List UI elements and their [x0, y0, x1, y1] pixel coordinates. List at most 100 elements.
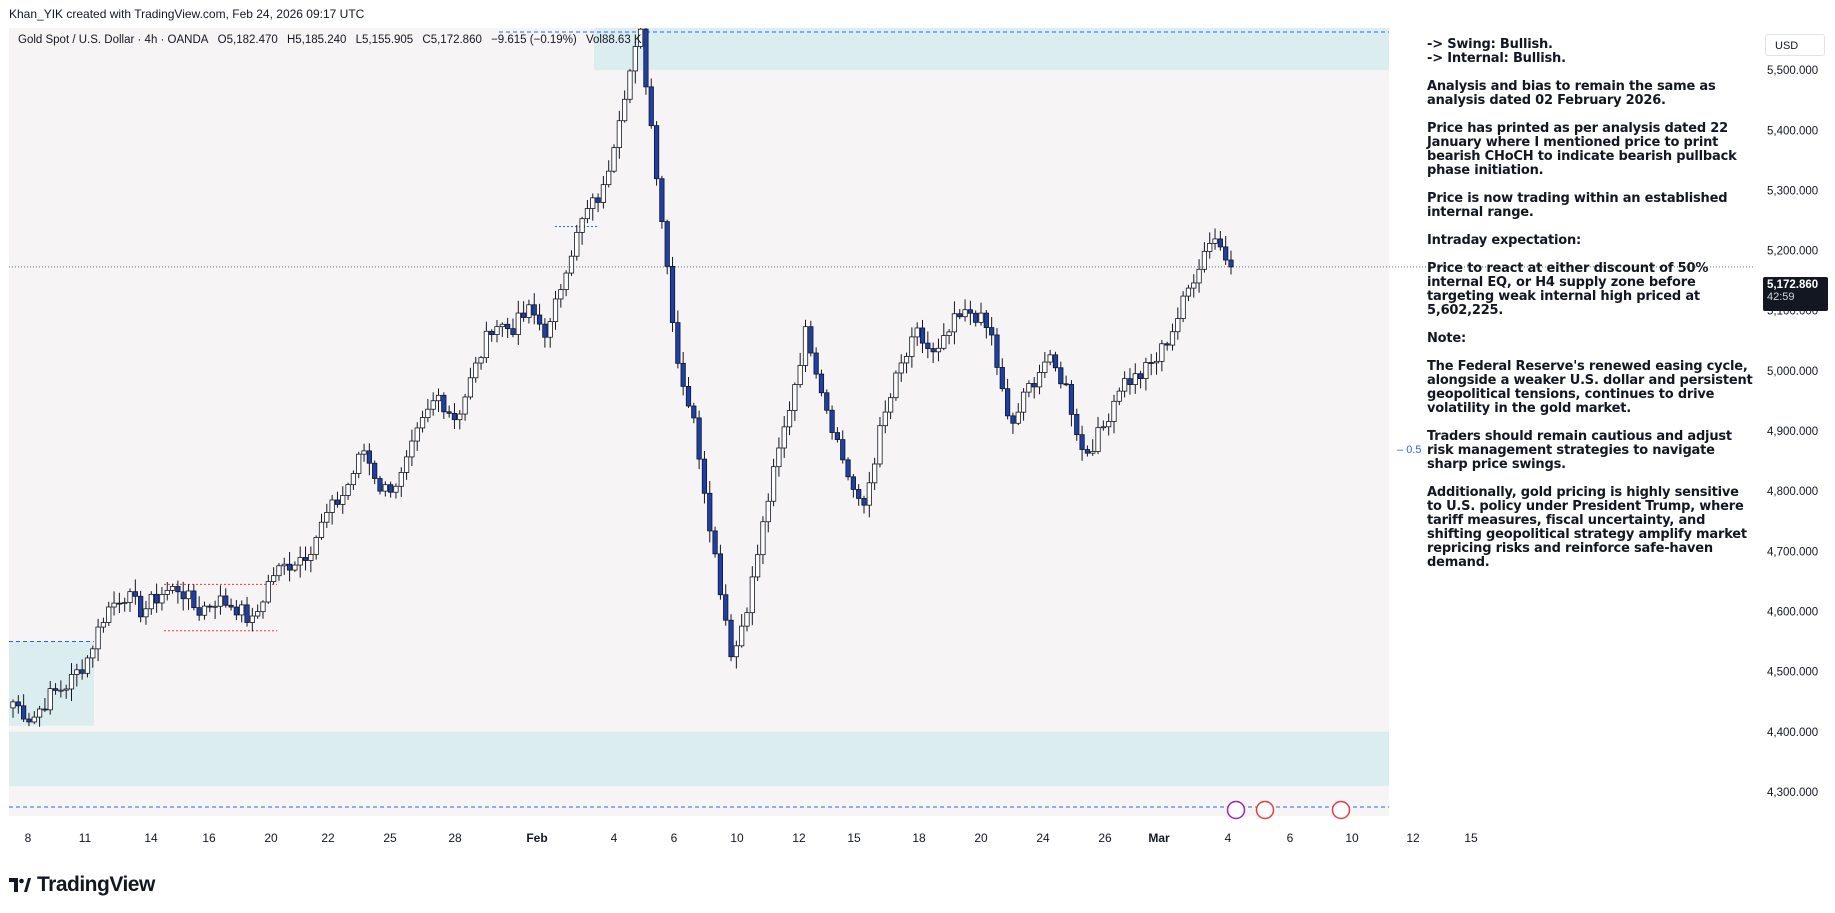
candle-body: [302, 557, 309, 561]
candle-body: [760, 521, 766, 556]
candle-body: [419, 417, 426, 429]
candle-body: [547, 321, 553, 338]
candle-body: [1122, 378, 1128, 392]
legend-open: O5,182.470: [217, 34, 278, 46]
x-tick-label: 26: [1098, 831, 1112, 845]
candle-body: [872, 463, 878, 484]
analysis-paragraph: Note:: [1427, 331, 1467, 346]
x-tick-label: 24: [1036, 831, 1050, 845]
footer-brand[interactable]: TradingView: [9, 873, 155, 897]
candle-body: [196, 607, 202, 616]
analysis-paragraph: Analysis and bias to remain the same as …: [1427, 79, 1716, 108]
candle-body: [574, 231, 580, 257]
legend-change: −9.615 (−0.19%): [491, 34, 577, 46]
x-tick-label: 6: [1287, 831, 1294, 845]
candle-body: [579, 218, 585, 233]
y-tick-label: 4,500.000: [1767, 667, 1818, 679]
supply-zone: [594, 28, 1389, 71]
analysis-paragraph: Price has printed as per analysis dated …: [1427, 121, 1737, 178]
candle-body: [1132, 373, 1138, 385]
candle-body: [1100, 426, 1106, 429]
candle-body: [1196, 268, 1202, 284]
candle-body: [1068, 384, 1075, 415]
economic-event-icon[interactable]: [1255, 800, 1275, 820]
candle-body: [414, 427, 420, 442]
candle-body: [409, 440, 415, 458]
candle-body: [989, 327, 995, 336]
candle-body: [887, 397, 894, 413]
economic-event-icon[interactable]: [1331, 800, 1351, 820]
candle-body: [10, 701, 16, 709]
candle-body: [483, 330, 489, 359]
candle-body: [967, 309, 973, 314]
legend-symbol[interactable]: Gold Spot / U.S. Dollar · 4h · OANDA: [18, 34, 209, 46]
candle-body: [1090, 451, 1096, 454]
candle-body: [281, 563, 287, 567]
candle-body: [228, 604, 234, 608]
candle-body: [58, 689, 64, 692]
candle-body: [531, 304, 537, 316]
candle-body: [382, 484, 388, 492]
analysis-paragraph: Additionally, gold pricing is highly sen…: [1427, 485, 1747, 570]
candle-body: [893, 372, 899, 399]
candle-body: [861, 498, 867, 506]
candle-body: [308, 554, 314, 561]
candle-body: [398, 472, 404, 487]
candle-body: [792, 384, 798, 411]
chart-area[interactable]: 5,500.000 5,400.000 5,300.000 5,200.000 5,10…: [9, 28, 1835, 851]
tradingview-brand: TradingView: [37, 873, 155, 896]
candle-body: [350, 473, 357, 486]
price-chart[interactable]: 5,500.0005,400.0005,300.0005,200.0005,10…: [9, 28, 1835, 851]
candle-body: [1201, 250, 1208, 270]
candle-body: [255, 611, 261, 617]
candle-body: [286, 563, 293, 571]
x-tick-label: Mar: [1148, 831, 1170, 845]
candle-body: [606, 170, 612, 186]
candle-body: [797, 365, 803, 386]
candle-body: [489, 330, 495, 335]
candle-body: [1169, 331, 1176, 346]
candle-body: [1095, 427, 1101, 452]
x-tick-label: 25: [383, 831, 397, 845]
y-tick-label: 4,900.000: [1767, 426, 1818, 438]
candle-body: [802, 326, 809, 366]
y-tick-label: 4,800.000: [1767, 486, 1818, 498]
candle-body: [638, 28, 644, 47]
candle-body: [329, 499, 335, 513]
candle-body: [521, 312, 527, 318]
candle-body: [26, 718, 32, 723]
candle-body: [74, 669, 80, 675]
x-tick-label: 10: [1345, 831, 1359, 845]
candle-body: [813, 352, 819, 375]
candle-body: [1020, 391, 1027, 413]
candle-body: [680, 362, 686, 387]
candle-body: [441, 394, 447, 413]
candle-body: [1153, 360, 1160, 364]
candle-body: [132, 591, 138, 597]
candle-body: [951, 313, 958, 333]
candle-body: [696, 417, 702, 460]
candle-body: [52, 688, 59, 691]
candle-body: [739, 625, 745, 647]
candle-body: [260, 601, 266, 613]
legend-low: L5,155.905: [355, 34, 414, 46]
candle-body: [707, 492, 713, 532]
earnings-event-icon[interactable]: [1226, 800, 1246, 820]
candle-body: [664, 221, 670, 267]
candle-body: [1031, 383, 1037, 388]
candle-body: [361, 450, 367, 455]
candle-body: [765, 500, 771, 523]
candle-body: [1217, 238, 1223, 248]
candle-body: [834, 432, 841, 440]
candle-body: [946, 331, 952, 336]
candle-body: [1191, 282, 1197, 289]
currency-selector[interactable]: USD: [1765, 34, 1825, 56]
candle-body: [733, 645, 739, 658]
x-tick-label: 15: [847, 831, 861, 845]
x-tick-label: Feb: [526, 831, 547, 845]
candle-body: [994, 334, 1000, 368]
candle-body: [90, 648, 96, 659]
analysis-paragraph: Intraday expectation:: [1427, 233, 1582, 248]
candle-body: [1111, 400, 1117, 422]
candle-body: [393, 485, 399, 493]
